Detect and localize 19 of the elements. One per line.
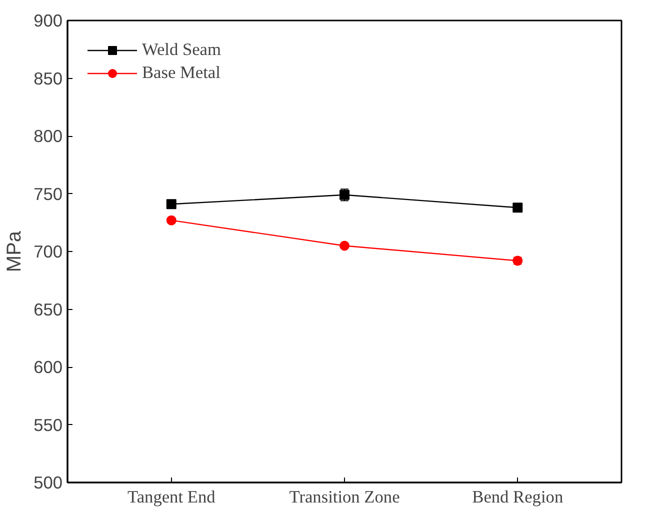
y-tick-label: 700 xyxy=(34,242,63,262)
x-tick-label: Bend Region xyxy=(472,488,564,506)
y-axis-title: MPa xyxy=(4,230,26,272)
point xyxy=(166,199,176,210)
y-tick-label: 500 xyxy=(34,472,63,492)
y-tick-label: 550 xyxy=(34,414,63,435)
legend-label: Weld Seam xyxy=(142,40,221,60)
y-tick-label: 900 xyxy=(34,10,63,30)
point xyxy=(512,202,523,213)
point xyxy=(340,240,350,251)
legend-label: Base Metal xyxy=(142,63,220,83)
x-tick-label: Transition Zone xyxy=(289,488,400,506)
y-tick-label: 750 xyxy=(34,184,63,204)
y-tick-label: 650 xyxy=(34,299,63,320)
y-tick-label: 600 xyxy=(34,357,63,377)
y-tick-label: 850 xyxy=(34,68,63,88)
y-tick-label: 800 xyxy=(34,126,63,146)
x-tick-label: Tangent End xyxy=(127,488,216,506)
point xyxy=(166,215,176,226)
